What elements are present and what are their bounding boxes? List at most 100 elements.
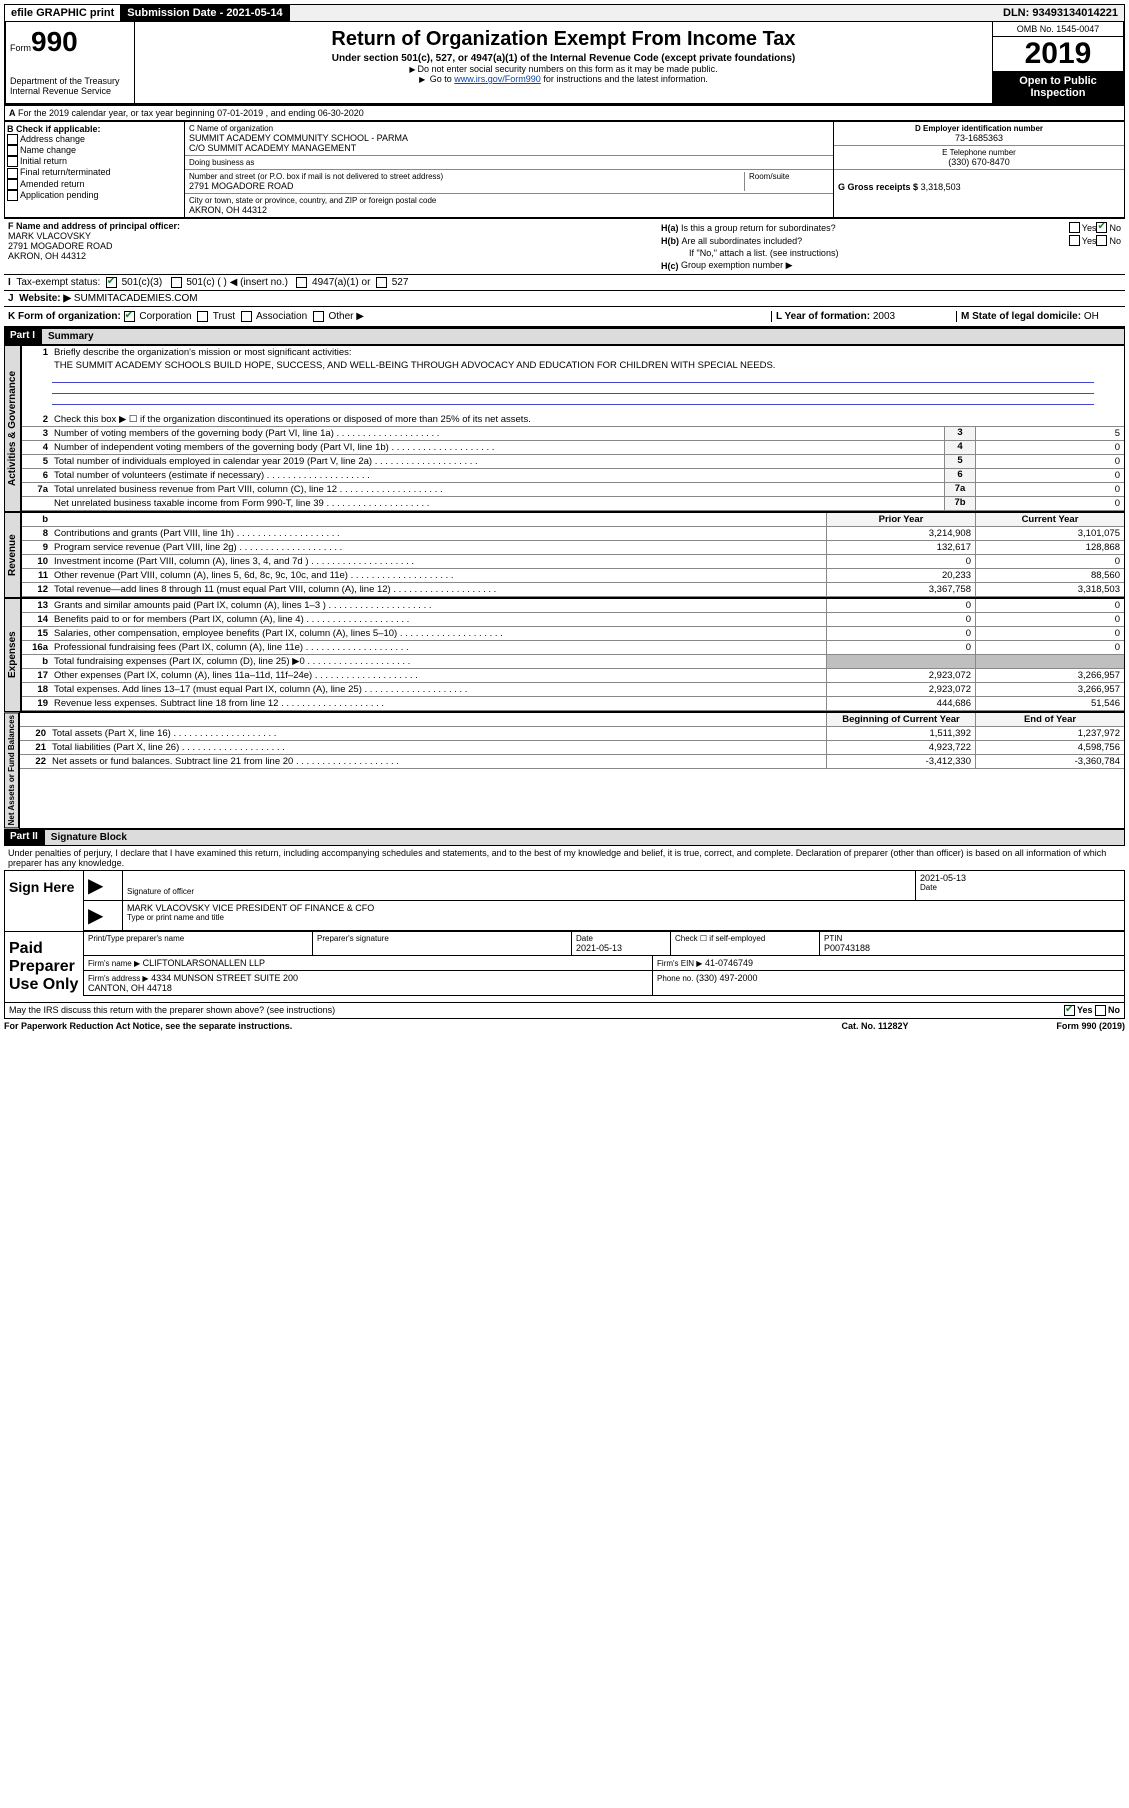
gross-value: 3,318,503 <box>921 182 961 192</box>
hb-no[interactable] <box>1096 235 1107 246</box>
opt-assoc: Association <box>256 311 307 322</box>
ha-yes[interactable] <box>1069 222 1080 233</box>
checkbox-name-change[interactable] <box>7 145 18 156</box>
street-value: 2791 MOGADORE ROAD <box>189 181 744 191</box>
ha-no[interactable] <box>1096 222 1107 233</box>
penalties-declaration: Under penalties of perjury, I declare th… <box>4 846 1125 870</box>
financial-row: 17Other expenses (Part IX, column (A), l… <box>22 669 1124 683</box>
gov-row: 5Total number of individuals employed in… <box>22 455 1124 469</box>
discuss-text: May the IRS discuss this return with the… <box>9 1005 1064 1016</box>
net-assets-content: Beginning of Current YearEnd of Year 20T… <box>19 712 1125 828</box>
financial-row: 13Grants and similar amounts paid (Part … <box>22 599 1124 613</box>
checkbox-amended[interactable] <box>7 179 18 190</box>
part1-body: Activities & Governance 1Briefly describ… <box>4 345 1125 512</box>
final-label: Final return/terminated <box>20 167 111 177</box>
officer-label: F Name and address of principal officer: <box>8 221 180 231</box>
financial-row: 16aProfessional fundraising fees (Part I… <box>22 641 1124 655</box>
officer-addr2: AKRON, OH 44312 <box>8 251 86 261</box>
principal-officer: F Name and address of principal officer:… <box>8 221 661 272</box>
state-domicile-label: M State of legal domicile: <box>961 311 1081 322</box>
financial-row: 18Total expenses. Add lines 13–17 (must … <box>22 683 1124 697</box>
mission-blank-line <box>52 374 1094 383</box>
financial-row: 8Contributions and grants (Part VIII, li… <box>22 527 1124 541</box>
part1-badge: Part I <box>4 328 41 345</box>
end-year-hdr: End of Year <box>975 713 1124 726</box>
cb-501c3[interactable] <box>106 277 117 288</box>
gov-row: 3Number of voting members of the governi… <box>22 427 1124 441</box>
prep-name-label: Print/Type preparer's name <box>88 934 308 943</box>
cb-4947[interactable] <box>296 277 307 288</box>
yes-text: Yes <box>1082 223 1097 233</box>
right-header-cell: OMB No. 1545-0047 2019 Open to Public In… <box>993 22 1123 103</box>
discuss-yes[interactable] <box>1064 1005 1075 1016</box>
part1-title: Summary <box>41 328 1125 345</box>
part2-badge: Part II <box>4 829 44 846</box>
ptin-label: PTIN <box>824 934 1120 943</box>
curr-year-hdr: Current Year <box>975 513 1124 526</box>
state-domicile: OH <box>1084 311 1099 322</box>
governance-content: 1Briefly describe the organization's mis… <box>21 345 1125 512</box>
prep-date: 2021-05-13 <box>576 943 622 953</box>
ptin-value: P00743188 <box>824 943 870 953</box>
officer-group-row: F Name and address of principal officer:… <box>4 218 1125 274</box>
part2-header-row: Part II Signature Block <box>4 829 1125 846</box>
discuss-yes-label: Yes <box>1077 1005 1093 1016</box>
street-label: Number and street (or P.O. box if mail i… <box>189 172 744 181</box>
begin-year-hdr: Beginning of Current Year <box>826 713 975 726</box>
cb-other[interactable] <box>313 311 324 322</box>
city-value: AKRON, OH 44312 <box>189 205 829 215</box>
cb-501c[interactable] <box>171 277 182 288</box>
note-tail: for instructions and the latest informat… <box>541 74 708 84</box>
cb-trust[interactable] <box>197 311 208 322</box>
hc-label: Group exemption number ▶ <box>681 260 792 271</box>
vtab-revenue: Revenue <box>4 512 21 598</box>
sig-officer-label: Signature of officer <box>127 887 911 896</box>
submission-date-button[interactable]: Submission Date - 2021-05-14 <box>121 5 289 21</box>
cb-527[interactable] <box>376 277 387 288</box>
irs-link[interactable]: www.irs.gov/Form990 <box>454 74 541 84</box>
yes-text2: Yes <box>1082 236 1097 246</box>
checkbox-initial[interactable] <box>7 156 18 167</box>
mission-blank-line3 <box>52 396 1094 405</box>
q2-text: Check this box ▶ ☐ if the organization d… <box>52 413 1124 426</box>
opt-527: 527 <box>392 277 409 288</box>
amended-label: Amended return <box>20 179 85 189</box>
efile-button[interactable]: efile GRAPHIC print <box>5 5 121 21</box>
checkbox-pending[interactable] <box>7 190 18 201</box>
year-formation-label: L Year of formation: <box>776 311 870 322</box>
paperwork-notice: For Paperwork Reduction Act Notice, see … <box>4 1021 775 1031</box>
part1-header-row: Part I Summary <box>4 328 1125 345</box>
discuss-no[interactable] <box>1095 1005 1106 1016</box>
financial-row: 9Program service revenue (Part VIII, lin… <box>22 541 1124 555</box>
gov-row: 4Number of independent voting members of… <box>22 441 1124 455</box>
omb-number: OMB No. 1545-0047 <box>993 22 1123 37</box>
mission-blank-line2 <box>52 385 1094 394</box>
financial-row: 19Revenue less expenses. Subtract line 1… <box>22 697 1124 711</box>
city-label: City or town, state or province, country… <box>189 196 829 205</box>
type-name-label: Type or print name and title <box>127 913 1120 922</box>
vtab-expenses: Expenses <box>4 598 21 712</box>
irs-discuss-row: May the IRS discuss this return with the… <box>4 1003 1125 1019</box>
form-footer: Form 990 (2019) <box>975 1021 1125 1031</box>
cb-corp[interactable] <box>124 311 135 322</box>
net-assets-block: Net Assets or Fund Balances Beginning of… <box>4 712 1125 828</box>
taxexempt-label: Tax-exempt status: <box>16 277 100 288</box>
self-employed-check: Check ☐ if self-employed <box>675 934 815 943</box>
checkbox-final[interactable] <box>7 168 18 179</box>
officer-name: MARK VLACOVSKY <box>8 231 91 241</box>
paid-preparer-label: Paid Preparer Use Only <box>5 932 83 1002</box>
phone-value: (330) 670-8470 <box>838 157 1120 167</box>
year-formation: 2003 <box>873 311 895 322</box>
firm-phone-label: Phone no. <box>657 974 693 983</box>
checkbox-addr-change[interactable] <box>7 134 18 145</box>
signature-block: Sign Here ▶ Signature of officer 2021-05… <box>4 870 1125 932</box>
tax-period-text: For the 2019 calendar year, or tax year … <box>18 108 364 118</box>
hb-yes[interactable] <box>1069 235 1080 246</box>
cb-assoc[interactable] <box>241 311 252 322</box>
revenue-content: bPrior YearCurrent Year 8Contributions a… <box>21 512 1125 598</box>
opt-501c: 501(c) ( ) ◀ (insert no.) <box>186 277 288 288</box>
prior-year-hdr: Prior Year <box>826 513 975 526</box>
hb-label: Are all subordinates included? <box>682 236 1069 246</box>
pending-label: Application pending <box>20 190 99 200</box>
gov-row: 7aTotal unrelated business revenue from … <box>22 483 1124 497</box>
